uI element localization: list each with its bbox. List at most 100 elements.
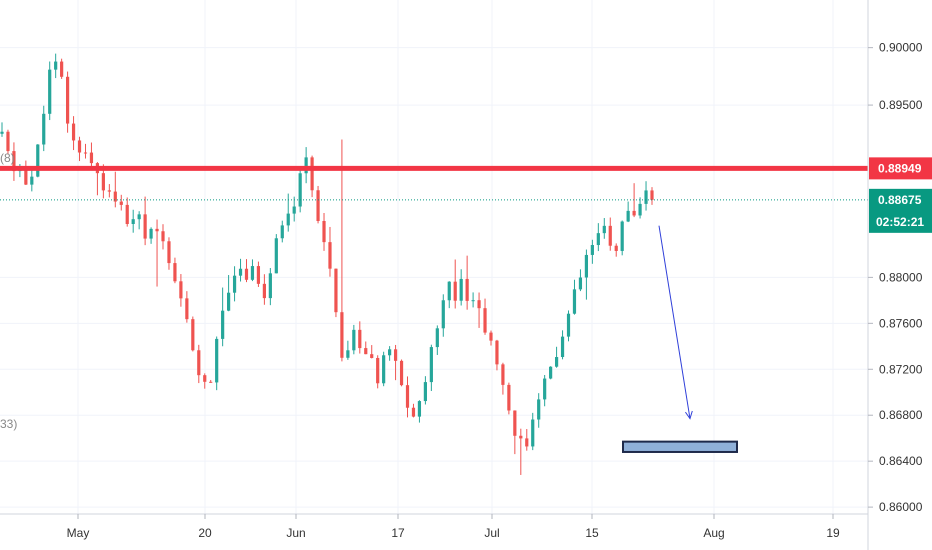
price-badges: 0.88949 0.88675 02:52:21 [869, 157, 932, 233]
candle-body [608, 225, 612, 246]
candle-body [441, 300, 445, 329]
candle-body [310, 157, 314, 191]
price-tick-label: 0.87200 [879, 362, 923, 376]
candle-body [584, 254, 589, 278]
candlestick-series [0, 53, 654, 475]
grid-lines [0, 0, 868, 514]
candle-body [352, 329, 356, 351]
current-price-badge [869, 188, 932, 233]
candle-body [191, 319, 195, 351]
candle-body [256, 266, 261, 284]
candle-body [525, 438, 529, 447]
candle-body [24, 168, 28, 185]
price-tick-label: 0.86400 [879, 454, 923, 468]
candle-body [328, 242, 332, 269]
price-tick-label: 0.86800 [879, 408, 923, 422]
candle-body [12, 151, 16, 172]
candle-body [560, 336, 565, 358]
candle-body [435, 328, 439, 348]
candle-body [465, 278, 469, 301]
candle-body [632, 210, 636, 216]
candle-body [48, 69, 52, 114]
candle-body [83, 152, 88, 154]
candle-body [370, 354, 374, 358]
candle-body [304, 157, 308, 174]
candle-body [268, 273, 272, 299]
candle-body [358, 329, 362, 349]
candle-body [101, 173, 105, 191]
candle-body [173, 263, 177, 282]
price-tick-label: 0.86000 [879, 500, 923, 514]
candle-body [364, 348, 368, 355]
candle-body [495, 340, 499, 365]
candle-body [238, 268, 243, 276]
candle-body [489, 332, 493, 341]
time-tick-label: 19 [826, 526, 840, 540]
candle-body [280, 225, 284, 239]
target-zone-box [622, 440, 738, 453]
candle-body [554, 357, 559, 367]
candle-countdown-label: 02:52:21 [876, 215, 924, 229]
candle-body [286, 213, 290, 226]
candle-body [382, 355, 386, 384]
candle-body [644, 190, 648, 204]
candle-body [405, 385, 410, 408]
candle-body [232, 275, 237, 293]
candle-body [399, 360, 404, 386]
candle-body [131, 219, 135, 224]
candle-body [578, 277, 583, 290]
candle-body [519, 435, 523, 439]
candle-body [417, 401, 422, 417]
candle-body [42, 113, 46, 145]
candle-body [346, 350, 350, 358]
candle-body [501, 364, 505, 385]
candle-body [197, 350, 201, 376]
time-axis-ticks: May 20 Jun 17 Jul 15 Aug 19 [67, 514, 840, 540]
candle-body [322, 220, 326, 243]
candle-body [125, 204, 129, 224]
projection-arrow-head [685, 410, 693, 420]
time-tick-label: Jun [286, 526, 305, 540]
current-price-label: 0.88675 [878, 193, 922, 207]
price-tick-label: 0.87600 [879, 316, 923, 330]
candle-body [89, 152, 94, 164]
candle-body [316, 190, 320, 221]
candle-body [274, 238, 278, 274]
candle-body [227, 292, 231, 311]
resistance-price-badge [869, 157, 932, 180]
candle-body [179, 281, 183, 299]
candle-body [626, 210, 630, 222]
candle-body [119, 201, 123, 205]
candle-body [65, 76, 70, 124]
price-axis-panel [868, 0, 932, 550]
left-edge-label-bottom: 33) [0, 417, 17, 431]
resistance-price-label: 0.88949 [878, 161, 922, 175]
candle-body [650, 190, 654, 200]
chart-overlays [0, 165, 868, 453]
candle-body [155, 228, 159, 232]
candle-body [71, 123, 76, 141]
candle-body [453, 281, 457, 301]
candle-body [602, 225, 606, 234]
time-tick-label: Aug [703, 526, 724, 540]
candle-body [36, 144, 40, 177]
price-tick-label: 0.88000 [879, 270, 923, 284]
time-tick-label: May [67, 526, 90, 540]
candle-body [411, 407, 416, 417]
candle-body [137, 214, 141, 220]
price-axis-ticks: 0.90000 0.89500 0.88000 0.87600 0.87200 0.868… [868, 41, 923, 514]
candle-body [572, 289, 577, 314]
candle-body [221, 310, 225, 339]
candle-body [185, 298, 189, 320]
candle-body [447, 281, 451, 301]
candle-body [143, 214, 147, 239]
candle-body [507, 384, 511, 411]
candle-body [54, 61, 58, 70]
candle-body [262, 283, 266, 299]
candle-body [215, 338, 219, 383]
candle-body [429, 347, 433, 383]
candle-body [388, 349, 392, 356]
candle-body [483, 308, 487, 333]
candle-body [77, 140, 82, 153]
